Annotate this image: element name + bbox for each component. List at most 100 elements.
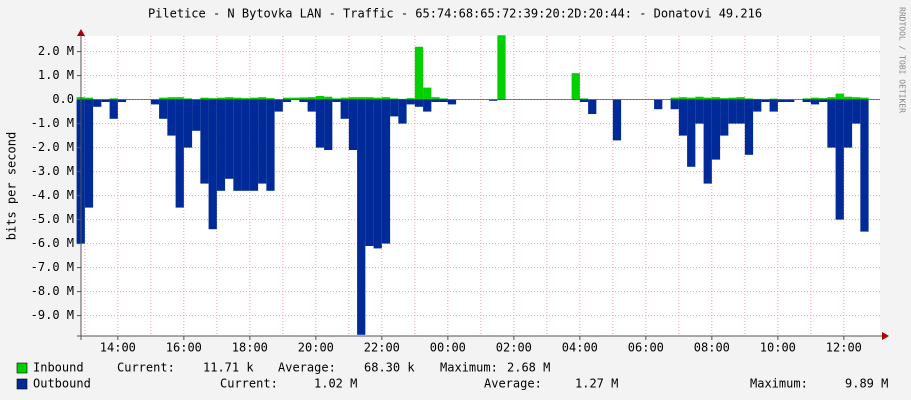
legend-stat-value: 1.02 M [314, 377, 357, 391]
legend-stat-label: Current: [117, 361, 175, 375]
bar [324, 99, 333, 150]
bar [687, 97, 696, 100]
legend-stat-label: Current: [220, 377, 278, 391]
x-tick-label: 22:00 [364, 341, 400, 355]
bar [266, 99, 275, 191]
bar [439, 98, 448, 100]
bar [175, 97, 184, 100]
bar [852, 99, 861, 124]
x-tick-label: 20:00 [298, 341, 334, 355]
bar [200, 99, 209, 184]
bar [835, 99, 844, 220]
bar [810, 97, 820, 100]
bar [274, 99, 283, 112]
bar [307, 99, 316, 112]
legend-stat-label: Average: [278, 361, 336, 375]
bar [703, 97, 712, 100]
bar [687, 99, 696, 167]
bar [753, 99, 762, 112]
axes [77, 29, 889, 340]
y-tick-label: 1.0 M [38, 68, 74, 82]
bar [159, 97, 168, 100]
y-tick-label: -9.0 M [31, 308, 74, 322]
x-axis-arrow [882, 332, 889, 340]
bar [208, 99, 217, 230]
bar [827, 97, 836, 100]
bar [167, 97, 176, 100]
bar [258, 99, 267, 184]
bar [769, 99, 778, 112]
chart-title: Piletice - N Bytovka LAN - Traffic - 65:… [148, 7, 762, 21]
bar [835, 93, 844, 100]
y-tick-label: 2.0 M [38, 44, 74, 58]
bar [802, 98, 811, 100]
y-axis-label: bits per second [5, 132, 19, 240]
x-tick-label: 14:00 [100, 341, 136, 355]
bar [373, 97, 382, 100]
bar [299, 99, 308, 102]
bar [307, 97, 316, 100]
legend-label: Inbound [33, 361, 84, 375]
x-tick-label: 02:00 [496, 341, 532, 355]
bar [381, 99, 391, 244]
bar [447, 99, 457, 105]
bar [175, 99, 184, 208]
legend-stat-value: 2.68 M [507, 361, 550, 375]
bar [216, 99, 226, 191]
legend-stat-label: Maximum: [750, 377, 808, 391]
y-tick-label: -8.0 M [31, 284, 74, 298]
bar [324, 96, 333, 100]
credit: RRDTOOL / TOBI OETIKER [898, 7, 907, 113]
bar [860, 97, 869, 100]
bar [216, 97, 226, 100]
y-tick-label: -3.0 M [31, 164, 74, 178]
bar [753, 98, 762, 100]
bar [167, 99, 176, 136]
bar [819, 98, 828, 100]
bar [810, 99, 820, 105]
legend-swatch [16, 362, 28, 374]
bar [282, 97, 292, 100]
bar [208, 98, 217, 100]
bar [183, 99, 193, 148]
bar [670, 97, 679, 100]
bar [439, 99, 448, 102]
bar [390, 98, 399, 100]
bar [423, 99, 432, 112]
bar [744, 98, 754, 100]
bar [670, 99, 679, 110]
x-tick-label: 04:00 [562, 341, 598, 355]
bar [291, 97, 300, 100]
bar [348, 99, 358, 150]
bar [612, 99, 622, 141]
bar [241, 98, 250, 100]
bar [266, 98, 275, 100]
legend-stat-label: Maximum: [440, 361, 498, 375]
legend-stat-value: 9.89 M [845, 377, 888, 391]
bar [843, 96, 853, 100]
bar [249, 97, 259, 100]
bar [720, 98, 729, 100]
bar [678, 97, 688, 100]
bar [769, 98, 778, 100]
bar [332, 98, 341, 100]
bar [183, 98, 193, 100]
bar [736, 97, 745, 100]
bar [282, 99, 292, 102]
bar [84, 99, 94, 208]
bar [819, 99, 828, 102]
bar [84, 97, 94, 100]
legend-stat-label: Average: [484, 377, 542, 391]
bar [398, 98, 407, 100]
bar [192, 99, 201, 131]
x-tick-label: 10:00 [760, 341, 796, 355]
bar [489, 99, 498, 101]
bar [373, 99, 382, 249]
bar [365, 99, 374, 246]
bar [340, 99, 349, 119]
bar [414, 46, 424, 100]
bar [390, 99, 399, 117]
y-tick-label: -2.0 M [31, 140, 74, 154]
bar [233, 99, 242, 191]
